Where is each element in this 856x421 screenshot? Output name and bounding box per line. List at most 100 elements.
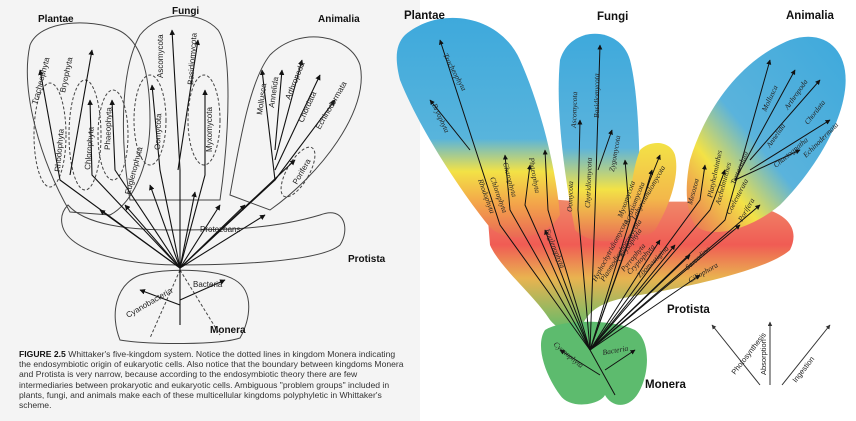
right-branch-7 (589, 44, 603, 351)
left-dashed-chlorophyta (68, 79, 102, 191)
left-kingdom-animalia: Animalia (318, 14, 360, 25)
left-label-phaeophyta: Phaeophyta (103, 107, 114, 151)
right-branch-3 (502, 154, 591, 351)
legend-ingestion-arrow (781, 324, 831, 386)
right-branch-1 (439, 39, 591, 351)
right-branch-6 (577, 119, 591, 351)
right-slime-lobe (630, 143, 677, 236)
left-animalia-outline (229, 36, 362, 211)
left-branch-24 (139, 289, 181, 306)
left-branch-13 (274, 99, 336, 181)
right-animalia-lobe (686, 36, 846, 233)
right-branch-14 (749, 79, 821, 161)
left-branch-8 (179, 89, 208, 269)
left-branch-3 (87, 99, 181, 269)
right-branch-28 (559, 349, 601, 376)
right-branch-4 (524, 164, 591, 351)
left-branch-5 (149, 84, 181, 269)
right-branch-13 (734, 69, 796, 181)
left-protista-outline (61, 204, 346, 266)
left-panel-background (0, 0, 420, 421)
right-branch-26 (589, 349, 616, 396)
caption-label: FIGURE 2.5 (19, 349, 66, 359)
left-dashed-oomycota (133, 74, 167, 166)
left-branch-21 (99, 209, 181, 269)
right-plantae-lobe (396, 17, 560, 238)
left-kingdom-protista: Protista (348, 254, 386, 265)
right-branch-22 (589, 254, 691, 351)
left-dashed-porifera (280, 146, 316, 198)
left-kingdom-monera: Monera (210, 325, 246, 336)
right-branch-24 (589, 239, 661, 351)
right-branch-18 (589, 169, 726, 351)
left-label-mollusca: Mollusca (255, 82, 268, 115)
left-label-bacteria: Bacteria (193, 280, 223, 289)
left-branch-17 (179, 204, 221, 269)
left-branch-2 (69, 49, 94, 176)
right-label-ascomycota: Ascomycota (569, 91, 579, 129)
left-label-ascomycota: Ascomycota (156, 34, 165, 78)
left-dashed-groups (33, 74, 316, 339)
left-label-myxomycota: Myxomycota (205, 107, 214, 152)
left-branch-10 (274, 69, 285, 151)
left-panel: Plantae Fungi Animalia Protista Monera T… (0, 0, 420, 421)
right-branch-9 (589, 159, 631, 351)
caption-text: Whittaker's five-kingdom system. Notice … (19, 349, 404, 411)
right-kingdom-monera: Monera (645, 379, 687, 391)
legend-absorption-label: Absorption (759, 339, 768, 375)
right-kingdom-plantae: Plantae (404, 10, 445, 22)
right-nutrition-legend: Photosynthesis Absorption Ingestion (711, 321, 831, 386)
left-label-chlorophyta: Chlorophyta (83, 126, 96, 170)
left-branch-23 (179, 279, 226, 301)
left-branch-4 (109, 99, 181, 269)
left-fungi-outline (122, 15, 229, 201)
right-branch-25 (544, 229, 591, 351)
right-label-oomycota: Oomycota (565, 181, 575, 212)
right-label-bacteria: Bacteria (602, 344, 629, 357)
right-kingdom-protista: Protista (667, 304, 710, 316)
right-branch-15 (734, 149, 801, 181)
left-branch-7 (177, 39, 200, 171)
left-label-annelida: Annelida (267, 76, 280, 109)
right-branch-20 (589, 204, 761, 351)
left-label-basidiomycota: Basidiomycota (186, 32, 199, 85)
left-kingdom-outlines (26, 15, 362, 345)
left-branches (38, 29, 336, 325)
left-branch-11 (274, 59, 304, 161)
right-label-chytridiomycota: Chytridiomycota (583, 157, 594, 208)
left-branch-6 (169, 29, 181, 268)
left-branch-20 (124, 204, 181, 269)
left-label-oomycota: Oomycota (153, 113, 163, 150)
left-branch-19 (179, 214, 266, 269)
right-branch-17 (589, 164, 707, 351)
left-branch-12 (274, 74, 321, 171)
left-dashed-monera-1 (149, 269, 181, 339)
left-dashed-monera-2 (179, 269, 221, 336)
left-plantae-outline (26, 22, 151, 216)
left-label-rhodophyta: Rhodophyta (53, 128, 66, 172)
left-branch-16 (179, 191, 197, 269)
left-branch-18 (179, 204, 246, 269)
left-label-protozoans: Protozoans (200, 225, 240, 234)
right-branches (429, 39, 831, 396)
right-branch-27 (604, 349, 636, 371)
right-panel: Plantae Fungi Animalia Protista Monera T… (396, 10, 846, 405)
right-branch-11 (589, 169, 654, 351)
right-branch-8 (597, 129, 613, 171)
left-dashed-rhodophyta (33, 82, 67, 188)
right-branch-21 (589, 274, 701, 351)
left-figure-caption: FIGURE 2.5 Whittaker's five-kingdom syst… (19, 349, 409, 410)
left-monera-outline (114, 269, 250, 345)
right-monera-body (540, 321, 647, 405)
right-branch-2 (429, 99, 471, 151)
legend-photosynthesis-arrow (711, 324, 761, 386)
right-branch-16 (749, 119, 831, 171)
left-dashed-phaeophyta (97, 89, 129, 181)
right-kingdom-fungi: Fungi (597, 11, 628, 23)
left-kingdom-fungi: Fungi (172, 6, 199, 17)
left-branch-15 (149, 184, 181, 269)
right-branch-5 (542, 149, 591, 351)
right-fungi-lobe (558, 33, 640, 242)
left-kingdom-plantae: Plantae (38, 14, 74, 25)
